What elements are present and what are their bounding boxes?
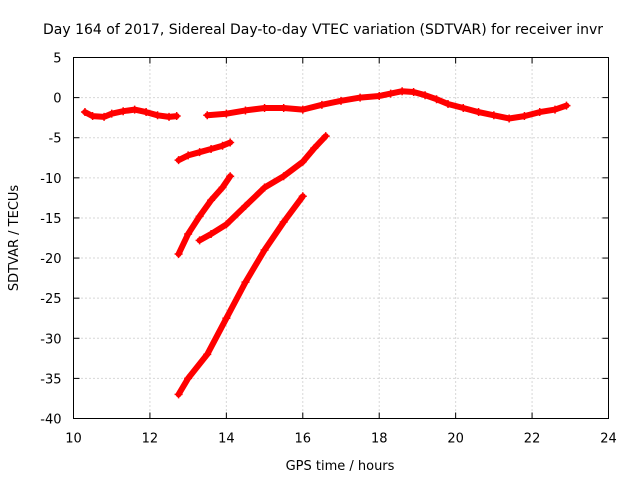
x-axis-label: GPS time / hours: [286, 459, 395, 474]
data-point: [421, 91, 430, 100]
data-point: [184, 374, 193, 383]
y-tick-label: -15: [40, 212, 61, 227]
data-point: [260, 246, 269, 255]
data-point: [203, 350, 212, 359]
data-point: [195, 148, 204, 157]
plot-frame: [73, 57, 609, 419]
data-point: [174, 390, 183, 399]
series-band: [175, 193, 306, 398]
data-point: [505, 114, 514, 123]
data-point: [386, 89, 395, 98]
series-band: [175, 173, 234, 257]
data-point: [321, 132, 330, 141]
data-point: [107, 109, 116, 118]
x-tick-label: 24: [600, 432, 617, 447]
data-point: [260, 104, 269, 113]
data-point: [241, 278, 250, 287]
y-tick-label: -10: [40, 172, 61, 187]
series-3: [174, 138, 235, 165]
data-point: [100, 112, 109, 121]
data-point: [119, 107, 128, 116]
data-point: [88, 112, 97, 121]
data-point: [207, 144, 216, 153]
data-point: [337, 96, 345, 105]
grid-lines: [73, 57, 609, 419]
x-tick-label: 22: [524, 432, 541, 447]
data-point: [218, 141, 227, 150]
series-2: [203, 87, 571, 123]
data-point: [562, 101, 571, 110]
x-tick-label: 12: [142, 432, 159, 447]
data-point: [153, 111, 162, 120]
series-1: [80, 105, 181, 121]
data-series: [80, 87, 571, 399]
y-tick-label: -20: [40, 252, 61, 267]
data-point: [298, 105, 307, 114]
series-band: [204, 88, 570, 122]
data-point: [398, 87, 407, 96]
axis-ticks: 10 12 14 16 18 20 22 24 5 0 -5 -10 -15 -20 -25 -30 -35 -4…: [40, 52, 617, 447]
data-point: [203, 111, 212, 120]
data-point: [172, 112, 181, 121]
data-point: [184, 229, 193, 238]
data-point: [80, 108, 89, 117]
data-point: [260, 183, 269, 192]
data-point: [535, 108, 544, 117]
data-point: [174, 156, 183, 165]
data-point: [551, 105, 559, 114]
series-5: [195, 132, 330, 245]
series-4: [174, 172, 235, 259]
data-point: [195, 212, 204, 221]
y-tick-label: -35: [40, 372, 61, 387]
data-point: [222, 109, 231, 118]
x-tick-label: 16: [295, 432, 312, 447]
data-point: [409, 87, 418, 96]
data-point: [222, 314, 231, 323]
data-point: [207, 196, 216, 205]
series-6: [174, 192, 307, 399]
x-tick-label: 20: [447, 432, 464, 447]
y-tick-label: -5: [49, 132, 62, 147]
x-tick-label: 14: [218, 432, 235, 447]
data-point: [279, 104, 288, 113]
data-point: [375, 92, 384, 101]
data-point: [130, 105, 139, 114]
data-point: [142, 108, 151, 117]
y-tick-label: 0: [53, 92, 61, 107]
x-tick-label: 18: [371, 432, 388, 447]
data-point: [317, 100, 326, 109]
data-point: [432, 95, 441, 104]
data-point: [218, 183, 227, 192]
data-point: [474, 108, 483, 117]
data-point: [195, 236, 204, 245]
data-point: [241, 201, 250, 210]
data-point: [459, 104, 468, 113]
data-point: [489, 111, 498, 120]
data-point: [444, 100, 452, 109]
data-point: [226, 172, 235, 181]
data-point: [298, 157, 307, 166]
y-tick-label: -40: [40, 413, 61, 428]
chart-title: Day 164 of 2017, Sidereal Day-to-day VTE…: [43, 22, 603, 38]
data-point: [184, 151, 193, 160]
data-point: [174, 250, 183, 259]
data-point: [241, 106, 250, 115]
series-band: [82, 106, 180, 120]
data-point: [222, 220, 231, 229]
data-point: [520, 112, 529, 121]
y-tick-label: 5: [53, 52, 61, 67]
data-point: [165, 112, 174, 121]
data-point: [298, 192, 307, 201]
data-point: [310, 144, 319, 153]
data-point: [356, 93, 365, 102]
x-tick-label: 10: [65, 432, 82, 447]
data-point: [279, 172, 288, 181]
data-point: [279, 217, 288, 226]
data-point: [226, 138, 235, 147]
y-tick-label: -30: [40, 332, 61, 347]
data-point: [207, 229, 216, 238]
y-tick-label: -25: [40, 292, 61, 307]
y-axis-label: SDTVAR / TECUs: [7, 185, 22, 292]
